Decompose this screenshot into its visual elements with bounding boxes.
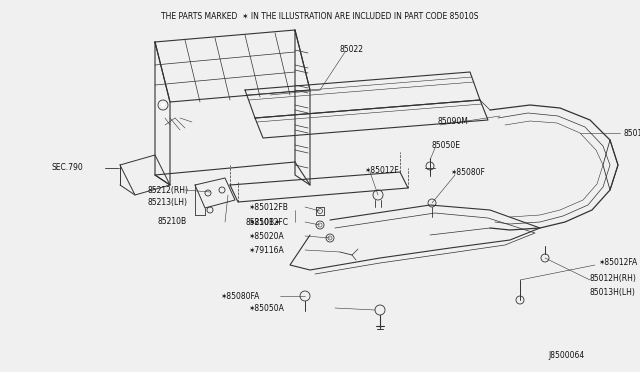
Text: J8500064: J8500064 xyxy=(548,350,584,359)
Text: ✶85012FB: ✶85012FB xyxy=(248,202,288,212)
Text: 85013H(LH): 85013H(LH) xyxy=(590,288,636,296)
Text: ✶85020A: ✶85020A xyxy=(248,231,284,241)
Text: SEC.790: SEC.790 xyxy=(52,164,84,173)
Text: 85022: 85022 xyxy=(340,45,364,55)
Text: 85213(LH): 85213(LH) xyxy=(147,198,187,206)
Circle shape xyxy=(161,103,165,107)
Text: 85010S: 85010S xyxy=(624,128,640,138)
Text: ✶85012FC: ✶85012FC xyxy=(248,218,288,227)
Text: 85210B✶: 85210B✶ xyxy=(245,218,280,227)
Text: ✶85080F: ✶85080F xyxy=(450,167,485,176)
Text: ✶79116A: ✶79116A xyxy=(248,246,284,254)
Text: 85212(RH): 85212(RH) xyxy=(147,186,188,195)
Text: ✶85012FA: ✶85012FA xyxy=(598,257,637,266)
Text: THE PARTS MARKED  ✶ IN THE ILLUSTRATION ARE INCLUDED IN PART CODE 85010S: THE PARTS MARKED ✶ IN THE ILLUSTRATION A… xyxy=(161,12,479,21)
Text: 85012H(RH): 85012H(RH) xyxy=(590,273,637,282)
Text: 85210B: 85210B xyxy=(157,218,186,227)
Text: ✶85080FA: ✶85080FA xyxy=(220,292,259,301)
Text: ✶85050A: ✶85050A xyxy=(248,304,284,312)
Text: 85050E: 85050E xyxy=(432,141,461,150)
Text: ✶85012F: ✶85012F xyxy=(364,166,399,174)
Text: 85090M: 85090M xyxy=(438,118,469,126)
Circle shape xyxy=(318,223,322,227)
